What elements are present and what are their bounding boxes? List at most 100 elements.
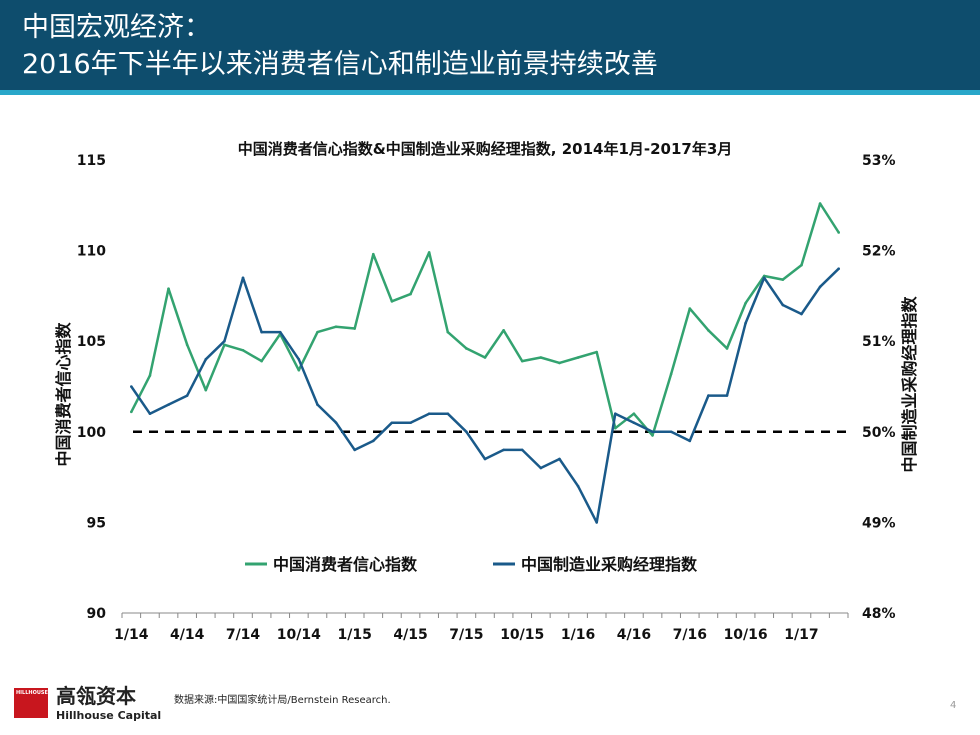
legend-pmi-label: 中国制造业采购经理指数 — [521, 555, 698, 574]
consumer-confidence-point — [744, 301, 747, 305]
pmi-point — [390, 421, 394, 425]
consumer-confidence-point — [688, 307, 692, 310]
pmi-point — [707, 394, 710, 397]
consumer-confidence-point — [502, 329, 505, 332]
consumer-confidence-point — [558, 361, 561, 365]
company-name-en: Hillhouse Capital — [56, 709, 162, 722]
pmi-point — [483, 457, 487, 461]
consumer-confidence-point — [800, 263, 803, 267]
pmi-point — [837, 267, 840, 271]
x-tick-label: 1/16 — [561, 627, 595, 643]
consumer-confidence-point — [390, 300, 394, 303]
x-tick-label: 7/16 — [673, 627, 707, 643]
y-right-tick-label: 51% — [862, 334, 896, 350]
pmi-point — [520, 448, 524, 452]
consumer-confidence-point — [446, 330, 450, 334]
pmi-point — [651, 430, 654, 434]
page-number: 4 — [950, 700, 957, 711]
pmi-point — [744, 321, 747, 325]
slide-title-line1: 中国宏观经济： — [22, 12, 211, 43]
hillhouse-logo: HILLHOUSE — [14, 688, 48, 718]
consumer-confidence-point — [204, 388, 208, 392]
consumer-confidence-point — [223, 343, 226, 347]
slide-header — [0, 0, 980, 90]
consumer-confidence-point — [632, 412, 636, 415]
consumer-confidence-point — [353, 327, 356, 330]
consumer-confidence-point — [465, 347, 468, 350]
y-right-tick-label: 49% — [862, 515, 896, 531]
pmi-point — [204, 358, 208, 361]
consumer-confidence-point — [372, 252, 375, 256]
consumer-confidence-line — [130, 202, 840, 437]
company-name-cn: 高瓴资本 — [56, 684, 136, 708]
logo-text: HILLHOUSE — [16, 690, 48, 696]
consumer-confidence-point — [614, 426, 617, 430]
x-tick-label: 1/14 — [114, 627, 149, 643]
pmi-point — [297, 358, 301, 361]
x-tick-label: 4/15 — [393, 627, 427, 643]
pmi-point — [223, 339, 226, 343]
pmi-point — [446, 412, 450, 415]
y-left-tick-label: 100 — [77, 425, 106, 441]
pmi-point — [465, 430, 468, 434]
slide-title-line2: 2016年下半年以来消费者信心和制造业前景持续改善 — [22, 49, 658, 80]
pmi-point — [427, 412, 431, 415]
pmi-point — [595, 521, 598, 524]
pmi-point — [167, 403, 170, 406]
x-tick-label: 10/15 — [500, 627, 544, 643]
pmi-point — [800, 312, 803, 316]
consumer-confidence-point — [707, 329, 710, 332]
y-right-tick-label: 53% — [862, 153, 896, 169]
chart-title: 中国消费者信心指数&中国制造业采购经理指数, 2014年1月-2017年3月 — [238, 140, 733, 158]
consumer-confidence-point — [148, 374, 152, 377]
y-left-tick-label: 90 — [87, 606, 107, 622]
consumer-confidence-point — [669, 372, 673, 376]
y-left-tick-label: 110 — [77, 244, 106, 260]
consumer-confidence-point — [483, 356, 487, 359]
consumer-confidence-point — [539, 356, 543, 359]
consumer-confidence-point — [167, 287, 170, 290]
pmi-point — [818, 285, 822, 289]
header-accent-line — [0, 90, 980, 95]
consumer-confidence-point — [595, 350, 598, 354]
pmi-point — [278, 330, 282, 334]
pmi-line — [130, 267, 840, 524]
pmi-point — [185, 394, 189, 397]
pmi-point — [334, 421, 338, 425]
consumer-confidence-point — [130, 410, 133, 414]
pmi-point — [725, 394, 729, 397]
y-left-tick-label: 115 — [77, 153, 106, 169]
y-left-axis-title: 中国消费者信心指数 — [54, 322, 73, 467]
pmi-point — [539, 466, 543, 470]
y-right-axis-title: 中国制造业采购经理指数 — [900, 296, 919, 473]
x-tick-label: 7/14 — [226, 627, 261, 643]
consumer-confidence-point — [334, 325, 338, 329]
y-right-tick-label: 50% — [862, 425, 896, 441]
consumer-confidence-point — [837, 231, 840, 234]
consumer-confidence-point — [316, 330, 319, 334]
x-tick-label: 1/15 — [338, 627, 372, 643]
pmi-point — [260, 330, 263, 334]
pmi-point — [781, 303, 785, 307]
pmi-point — [632, 421, 636, 425]
pmi-point — [576, 484, 580, 488]
x-tick-label: 4/16 — [617, 627, 651, 643]
pmi-point — [409, 421, 412, 425]
pmi-point — [558, 457, 561, 461]
pmi-point — [669, 430, 673, 434]
consumer-confidence-point — [297, 368, 301, 372]
consumer-confidence-point — [725, 347, 729, 350]
consumer-confidence-point — [185, 343, 189, 347]
y-left-tick-label: 105 — [77, 334, 106, 350]
pmi-point — [762, 276, 766, 280]
y-left-tick-label: 95 — [87, 515, 106, 531]
consumer-confidence-point — [762, 274, 766, 278]
x-tick-label: 10/16 — [724, 627, 768, 643]
pmi-point — [148, 412, 152, 415]
consumer-confidence-point — [409, 292, 412, 296]
x-tick-label: 1/17 — [784, 627, 818, 643]
y-right-tick-label: 52% — [862, 244, 896, 260]
pmi-point — [353, 448, 356, 452]
x-tick-label: 10/14 — [277, 627, 321, 643]
